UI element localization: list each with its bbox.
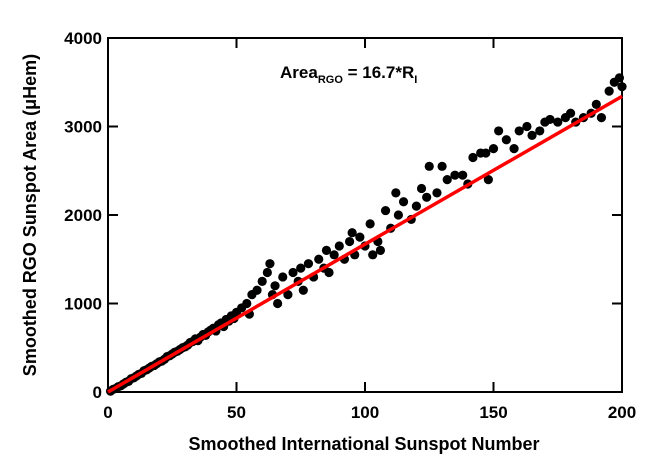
scatter-point [501,135,511,145]
y-axis-label: Smoothed RGO Sunspot Area (μHem) [20,54,40,376]
scatter-point [391,188,401,198]
scatter-point [617,82,627,92]
scatter-point [442,175,452,185]
scatter-point [355,232,365,242]
scatter-point [514,126,524,136]
scatter-point [614,73,625,83]
scatter-point [468,152,478,163]
scatter-point [422,192,432,202]
annotation-rest: = 16.7*R [343,63,414,82]
x-tick-label: 0 [103,403,112,422]
scatter-point [437,161,447,171]
scatter-point [265,259,275,269]
scatter-point [494,126,504,136]
scatter-point [273,298,283,309]
x-tick-label: 50 [227,403,246,422]
scatter-point [375,245,386,255]
scatter-point [416,183,427,194]
scatter-point [314,254,324,264]
scatter-point [242,298,252,309]
scatter-point [566,108,576,118]
y-tick-label: 1000 [64,295,102,314]
scatter-point [283,290,293,300]
scatter-point [380,205,391,216]
scatter-point [522,121,532,132]
scatter-point [458,170,468,180]
scatter-point [596,113,607,123]
scatter-point [329,250,339,260]
y-tick-label: 2000 [64,206,102,225]
scatter-point [393,210,404,220]
scatter-point [324,267,334,278]
scatter-point [365,219,375,229]
scatter-point [347,228,357,238]
scatter-point [257,276,267,286]
scatter-point [483,175,493,185]
scatter-point [296,263,306,273]
scatter-point [553,117,563,127]
x-tick-label: 100 [351,403,379,422]
annotation-sub: RGO [318,74,344,86]
scatter-point [545,114,555,125]
scatter-point [303,259,314,269]
annotation-sub2: I [414,74,417,86]
scatter-point [288,267,298,278]
scatter-point [270,281,280,291]
scatter-point [481,148,491,158]
scatter-point [591,99,601,109]
scatter-point [411,201,421,211]
scatter-point [450,170,460,180]
scatter-point [604,86,614,96]
scatter-point [488,144,499,154]
scatter-point [321,245,332,255]
scatter-point [262,267,272,278]
scatter-point [432,188,442,198]
scatter-point [424,161,434,171]
scatter-point [368,250,378,260]
x-axis-label: Smoothed International Sunspot Number [188,434,539,454]
scatter-point [334,241,344,251]
x-tick-label: 200 [608,403,636,422]
scatter-point [278,272,288,282]
annotation: AreaRGO = 16.7*RI [280,63,417,86]
y-tick-label: 0 [93,383,102,402]
y-tick-label: 4000 [64,29,102,48]
scatter-point [398,197,409,207]
fit-line [107,94,623,394]
scatter-point [344,236,355,247]
scatter-point [252,285,262,295]
scatter-point [527,130,537,140]
y-tick-label: 3000 [64,118,102,137]
plot-frame [107,37,623,393]
x-tick-label: 150 [479,403,507,422]
scatter-point [298,285,308,295]
scatter-point [535,126,545,136]
scatter-point [509,144,519,154]
annotation-main: Area [280,63,318,82]
